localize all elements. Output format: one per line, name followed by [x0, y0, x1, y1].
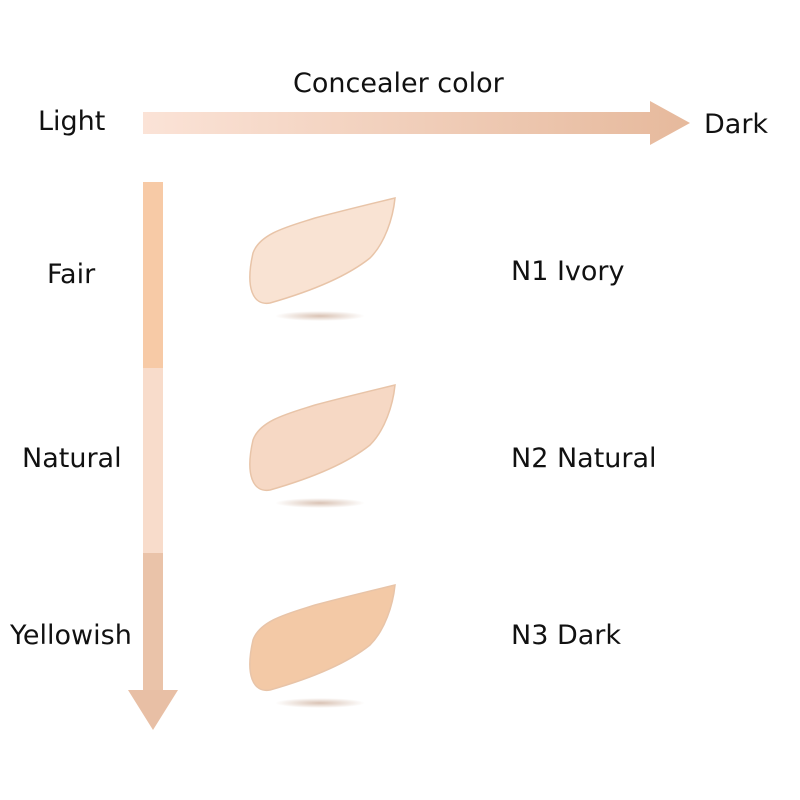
- skin-tone-arrow-head: [128, 690, 178, 730]
- shade-name: N1 Ivory: [511, 256, 625, 287]
- dark-label: Dark: [704, 109, 769, 140]
- axis-title: Concealer color: [293, 68, 504, 99]
- concealer-color-arrow: [143, 101, 690, 145]
- light-label: Light: [38, 106, 106, 137]
- swatch-smear: [249, 384, 396, 491]
- shade-name: N3 Dark: [511, 620, 622, 651]
- tone-bar-fair: [143, 182, 163, 368]
- concealer-swatch: [249, 197, 396, 321]
- tone-bar-natural: [143, 368, 163, 553]
- skin-tone-label: Fair: [47, 259, 96, 290]
- swatch-smear: [249, 197, 396, 304]
- skin-tone-label: Yellowish: [10, 620, 132, 651]
- swatch-shadow: [275, 698, 365, 708]
- swatch-smear: [249, 584, 396, 691]
- shade-name: N2 Natural: [511, 443, 657, 474]
- concealer-swatch: [249, 584, 396, 708]
- tone-bar-yellowish: [143, 553, 163, 690]
- concealer-swatch: [249, 384, 396, 508]
- swatch-shadow: [275, 311, 365, 321]
- swatch-shadow: [275, 498, 365, 508]
- skin-tone-label: Natural: [22, 443, 122, 474]
